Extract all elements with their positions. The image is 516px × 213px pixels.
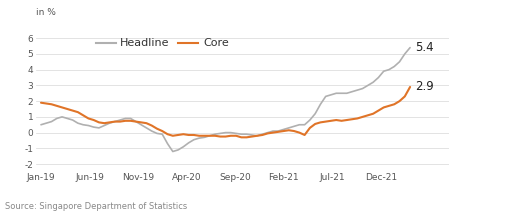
Text: in %: in % bbox=[36, 8, 56, 17]
Text: 5.4: 5.4 bbox=[415, 41, 434, 54]
Text: Source: Singapore Department of Statistics: Source: Singapore Department of Statisti… bbox=[5, 202, 187, 211]
Text: 2.9: 2.9 bbox=[415, 81, 434, 94]
Legend: Headline, Core: Headline, Core bbox=[91, 34, 233, 53]
